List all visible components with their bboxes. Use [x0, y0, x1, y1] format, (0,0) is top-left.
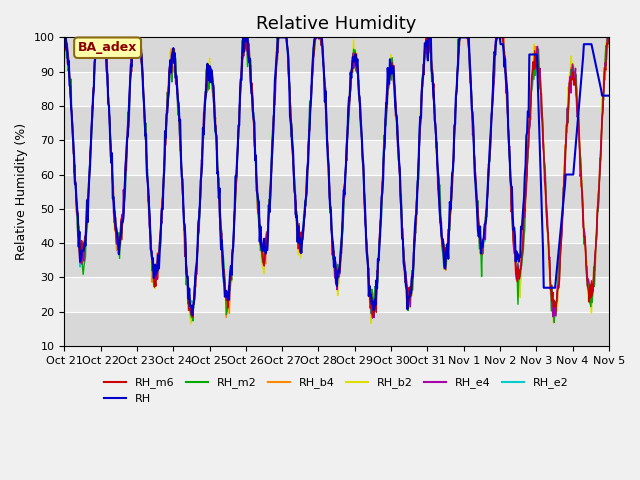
Line: RH_e4: RH_e4	[64, 37, 609, 318]
RH_e2	[126, 75, 134, 81]
Bar	[64, 72, 609, 106]
Line: RH_b2: RH_b2	[64, 37, 609, 324]
RH_m2	[70, 169, 78, 175]
RH_e4	[404, 288, 412, 293]
Bar	[64, 37, 609, 72]
RH	[62, 35, 70, 40]
RH_e2	[211, 116, 219, 122]
RH_m2	[403, 287, 410, 292]
Bar	[64, 209, 609, 243]
Bar	[64, 175, 609, 209]
Text: BA_adex: BA_adex	[78, 41, 137, 54]
Line: RH: RH	[64, 37, 609, 315]
RH_e2	[187, 319, 195, 325]
Line: RH_e2: RH_e2	[64, 37, 609, 322]
RH	[71, 181, 79, 187]
Bar	[64, 140, 609, 175]
RH_b2	[182, 261, 189, 267]
RH_e4	[60, 35, 68, 40]
RH_b4	[419, 71, 426, 77]
RH	[188, 312, 196, 318]
Y-axis label: Relative Humidity (%): Relative Humidity (%)	[15, 123, 28, 260]
RH_b2	[70, 167, 78, 172]
RH_m2	[550, 320, 558, 325]
RH_b2	[404, 296, 412, 302]
RH_b4	[403, 300, 410, 306]
RH_m6	[419, 61, 427, 67]
RH_m2	[182, 245, 189, 251]
RH_e2	[419, 67, 427, 73]
RH_e2	[605, 35, 612, 40]
Bar	[64, 312, 609, 346]
RH_b4	[182, 251, 189, 256]
RH	[420, 60, 428, 65]
RH_e4	[70, 167, 78, 172]
RH_m6	[182, 239, 189, 245]
RH_e4	[211, 111, 218, 117]
RH_e2	[70, 163, 78, 169]
RH_b2	[60, 35, 68, 40]
RH_b2	[187, 321, 195, 326]
RH_m6	[126, 78, 134, 84]
Bar	[64, 243, 609, 277]
RH_b2	[211, 107, 219, 112]
Bar	[64, 277, 609, 312]
RH_b2	[126, 76, 134, 82]
RH	[404, 297, 412, 302]
RH_b2	[419, 65, 427, 71]
RH_m6	[211, 119, 219, 125]
RH_m6	[404, 287, 412, 293]
RH	[212, 130, 220, 136]
RH_m2	[60, 35, 68, 40]
RH_b4	[70, 155, 78, 160]
RH_m6	[60, 35, 68, 40]
Title: Relative Humidity: Relative Humidity	[257, 15, 417, 33]
RH_b4	[605, 44, 612, 49]
RH_b4	[126, 72, 134, 78]
RH_m2	[211, 111, 218, 117]
RH	[127, 61, 135, 67]
RH_e4	[605, 35, 612, 40]
RH_m2	[419, 72, 426, 78]
Bar	[64, 106, 609, 140]
RH_e2	[404, 296, 412, 301]
RH_e4	[182, 246, 189, 252]
Line: RH_m6: RH_m6	[64, 37, 609, 317]
RH_e4	[419, 69, 427, 75]
RH_e4	[369, 315, 376, 321]
RH_m6	[605, 36, 612, 42]
RH	[605, 93, 612, 98]
RH_m2	[126, 80, 134, 85]
RH	[60, 35, 68, 41]
RH_b4	[60, 35, 68, 40]
RH_b4	[550, 320, 557, 326]
Line: RH_b4: RH_b4	[64, 37, 609, 323]
RH_m6	[189, 314, 197, 320]
RH_m6	[70, 152, 78, 158]
RH_b2	[605, 35, 612, 40]
RH	[182, 270, 190, 276]
RH_e2	[182, 244, 189, 250]
RH_e4	[126, 78, 134, 84]
Legend: RH_m6, RH, RH_m2, RH_b4, RH_b2, RH_e4, RH_e2: RH_m6, RH, RH_m2, RH_b4, RH_b2, RH_e4, R…	[100, 373, 573, 408]
Line: RH_m2: RH_m2	[64, 37, 609, 323]
RH_m2	[605, 35, 612, 40]
RH_e2	[60, 35, 68, 40]
RH_b4	[211, 103, 218, 109]
